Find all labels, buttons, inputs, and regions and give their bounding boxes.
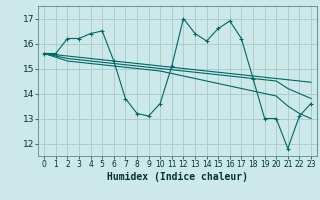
X-axis label: Humidex (Indice chaleur): Humidex (Indice chaleur) <box>107 172 248 182</box>
